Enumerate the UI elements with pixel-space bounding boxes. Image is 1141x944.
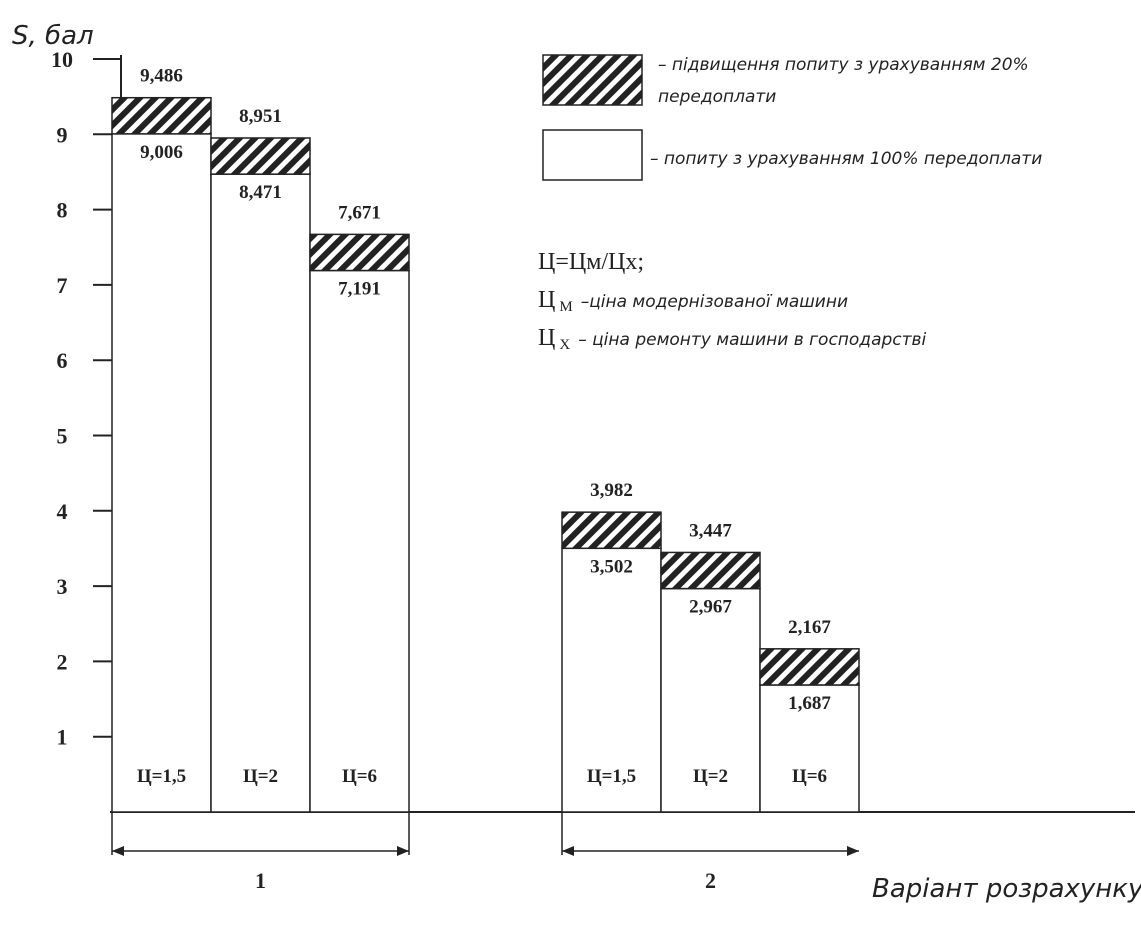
category-label: Ц=1,5 (137, 766, 186, 787)
y-ticks: 1 2 3 4 5 6 7 8 9 10 (51, 47, 121, 750)
group-arrow-head-right (847, 846, 859, 856)
category-label: Ц=2 (693, 766, 728, 787)
legend-hatched-label-2: передоплати (658, 87, 776, 107)
total-value-label: 2,167 (788, 617, 831, 638)
base-value-label: 1,687 (788, 693, 831, 714)
formula-m-subscript: М (559, 299, 572, 315)
y-tick-label: 6 (57, 348, 68, 373)
group-arrow-head-right (397, 846, 409, 856)
y-tick-label: 2 (57, 649, 68, 674)
bar-base (561, 547, 662, 813)
legend-hatched-label-1: – підвищення попиту з урахуванням 20% (658, 55, 1029, 75)
total-value-label: 3,982 (590, 480, 633, 501)
y-tick-label: 4 (57, 499, 68, 524)
y-tick-label: 1 (57, 725, 68, 750)
base-value-label: 3,502 (590, 556, 633, 577)
base-value-label: 7,191 (338, 279, 381, 300)
bar-increment (561, 511, 662, 550)
category-label: Ц=2 (243, 766, 278, 787)
bar-base (309, 269, 410, 813)
total-value-label: 7,671 (338, 202, 381, 223)
y-tick-label: 9 (57, 122, 68, 147)
bar-increment (210, 137, 311, 175)
bar-base (111, 133, 212, 813)
bar-base (210, 173, 311, 813)
y-tick-label: 5 (57, 424, 68, 449)
formula-x-desc: – ціна ремонту машини в господарстві (578, 330, 926, 350)
legend-plain-label: – попиту з урахуванням 100% передоплати (650, 149, 1042, 169)
category-label: Ц=6 (792, 766, 827, 787)
bar-increment (660, 551, 761, 590)
bar-increment (111, 96, 212, 135)
formula: Ц=Цм/Цх; (538, 249, 644, 275)
bars: 9,486 9,006 Ц=1,5 8,951 8,471 Ц=2 7,671 7,191 Ц=… (111, 66, 860, 813)
y-tick-label: 8 (57, 198, 68, 223)
bar-increment (759, 648, 860, 686)
total-value-label: 8,951 (239, 106, 282, 127)
group-label: 2 (705, 868, 716, 893)
legend-plain-swatch (542, 129, 643, 181)
formula-line-x: Ц Х – ціна ремонту машини в господарстві (538, 325, 927, 353)
category-label: Ц=1,5 (587, 766, 636, 787)
legend: – підвищення попиту з урахуванням 20% пе… (542, 54, 1042, 181)
bar-base (759, 684, 860, 813)
base-value-label: 9,006 (140, 142, 183, 163)
formula-notes: Ц=Цм/Цх; Ц М –ціна модернізованої машини… (538, 249, 927, 353)
legend-hatched-swatch (542, 54, 643, 106)
group-label: 1 (255, 868, 266, 893)
group-arrow-head-left (112, 846, 124, 856)
base-value-label: 2,967 (689, 597, 732, 618)
y-tick-label: 10 (51, 47, 73, 72)
y-tick-label: 3 (57, 574, 68, 599)
formula-x-symbol: Ц (538, 325, 555, 351)
formula-m-symbol: Ц (538, 287, 555, 313)
total-value-label: 3,447 (689, 520, 732, 541)
group-arrow-head-left (562, 846, 574, 856)
y-axis-title: S, бал (12, 21, 94, 51)
base-value-label: 8,471 (239, 182, 282, 203)
total-value-label: 9,486 (140, 66, 183, 87)
formula-x-subscript: Х (559, 337, 570, 353)
y-tick-label: 7 (57, 273, 68, 298)
x-axis-title: Варіант розрахунку (872, 874, 1141, 904)
bar-increment (309, 233, 410, 272)
formula-m-desc: –ціна модернізованої машини (581, 292, 848, 312)
formula-line-m: Ц М –ціна модернізованої машини (538, 287, 848, 315)
category-label: Ц=6 (342, 766, 377, 787)
